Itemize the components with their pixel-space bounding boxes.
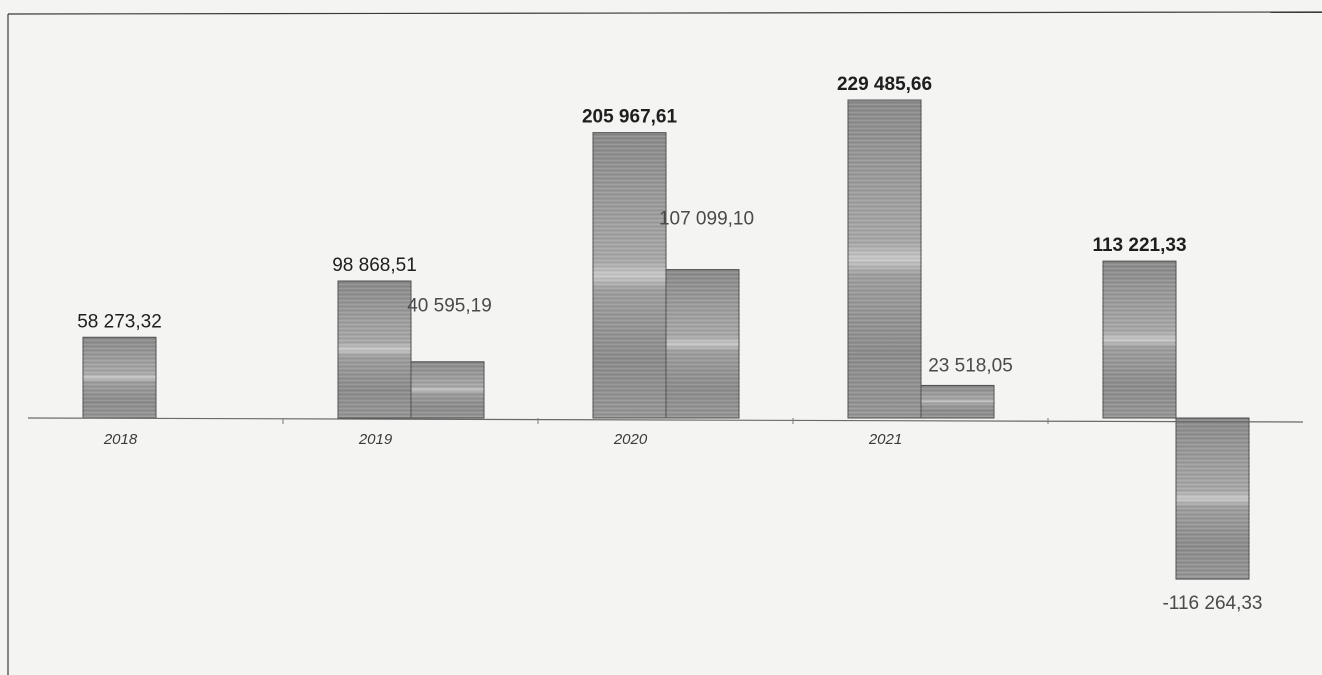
data-label-series2-4: 23 518,05	[928, 355, 1013, 376]
bar-series1-2020-texture	[593, 132, 666, 418]
bar-series1-2021-texture	[848, 100, 921, 418]
bar-series2-2019-texture	[411, 361, 484, 418]
bar-series1-group5	[1102, 260, 1177, 419]
bar-series1-2019-texture	[338, 280, 411, 418]
bar-series1-2021	[847, 99, 922, 419]
bar-series1-2020	[592, 132, 667, 419]
data-label-series2-5: -116 264,33	[1162, 593, 1262, 614]
x-axis-line	[27, 417, 1304, 423]
data-label-series2-3: 107 099,10	[659, 209, 754, 230]
data-label-series1-2: 98 868,51	[332, 255, 417, 276]
x-tick-label-2020: 2020	[613, 431, 648, 448]
bar-series1-group5-texture	[1103, 261, 1176, 418]
bar-series2-2020	[665, 269, 740, 419]
x-tick-label-2018: 2018	[103, 431, 138, 448]
data-label-series1-5: 113 221,33	[1092, 235, 1186, 256]
data-label-series1-4: 229 485,66	[837, 74, 932, 95]
bar-series2-2020-texture	[666, 269, 739, 418]
bar-series2-2021-texture	[921, 385, 994, 418]
bar-series1-2018	[82, 336, 157, 419]
data-label-series1-1: 58 273,32	[77, 311, 162, 332]
chart-frame-top	[7, 11, 1322, 15]
bar-series2-group5-texture	[1176, 418, 1249, 580]
bar-series2-2019	[410, 361, 485, 419]
axis-ticks-group: 2018 2019 2020 2021	[103, 418, 1049, 448]
bars-group	[82, 99, 1250, 580]
value-labels-group: 58 273,32 98 868,51 40 595,19 205 967,61 107…	[77, 74, 1262, 614]
data-label-series1-3: 205 967,61	[582, 107, 678, 128]
data-label-series2-2: 40 595,19	[407, 296, 492, 317]
bar-series2-group5	[1175, 417, 1250, 580]
bar-series1-2018-texture	[83, 337, 156, 418]
x-tick-label-2019: 2019	[358, 431, 393, 448]
x-tick-label-2021: 2021	[868, 431, 902, 448]
bar-series1-2019	[337, 280, 412, 419]
bar-series2-2021	[920, 384, 995, 419]
